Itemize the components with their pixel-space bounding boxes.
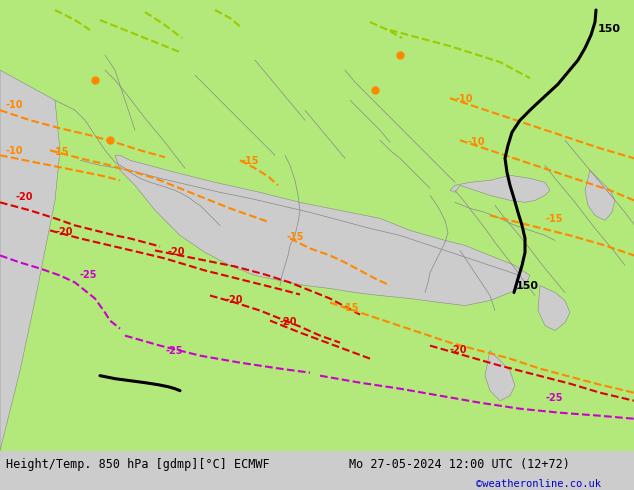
Text: Mo 27-05-2024 12:00 UTC (12+72): Mo 27-05-2024 12:00 UTC (12+72) — [349, 458, 569, 471]
Text: -10: -10 — [5, 100, 22, 110]
Text: -10: -10 — [455, 94, 472, 104]
Text: -20: -20 — [450, 344, 467, 355]
Polygon shape — [585, 171, 615, 220]
Text: -10: -10 — [5, 147, 22, 156]
Text: -15: -15 — [242, 156, 259, 166]
Polygon shape — [0, 70, 60, 451]
Text: -20: -20 — [280, 317, 297, 326]
Text: -15: -15 — [286, 232, 304, 243]
Text: -20: -20 — [225, 294, 242, 305]
Text: -25: -25 — [165, 345, 183, 356]
Text: -10: -10 — [468, 137, 486, 147]
Text: -15: -15 — [342, 302, 359, 313]
Text: ©weatheronline.co.uk: ©weatheronline.co.uk — [476, 479, 600, 489]
Text: 150: 150 — [598, 24, 621, 34]
Polygon shape — [538, 286, 570, 331]
Text: -15: -15 — [545, 215, 562, 224]
Text: -20: -20 — [55, 227, 72, 238]
Polygon shape — [450, 175, 550, 202]
Text: Height/Temp. 850 hPa [gdmp][°C] ECMWF: Height/Temp. 850 hPa [gdmp][°C] ECMWF — [6, 458, 270, 471]
Text: -15: -15 — [52, 147, 70, 157]
Text: -20: -20 — [15, 193, 32, 202]
Text: -25: -25 — [80, 270, 98, 280]
Text: 150: 150 — [516, 280, 539, 291]
Text: -20: -20 — [168, 247, 186, 257]
Polygon shape — [115, 155, 530, 306]
Text: -25: -25 — [545, 392, 562, 403]
Polygon shape — [485, 351, 515, 401]
